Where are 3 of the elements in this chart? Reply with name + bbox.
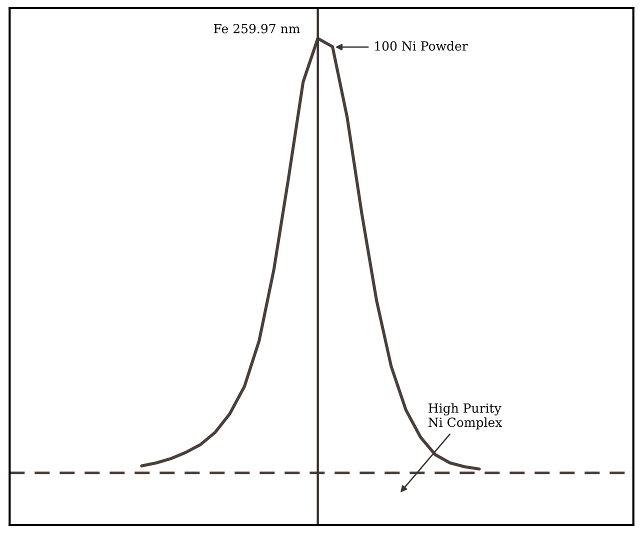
annotation: 100 Ni Powder [375, 41, 468, 51]
annotation: High Purity Ni Complex [428, 403, 502, 430]
text: Fe 259.97 nm [214, 24, 300, 34]
